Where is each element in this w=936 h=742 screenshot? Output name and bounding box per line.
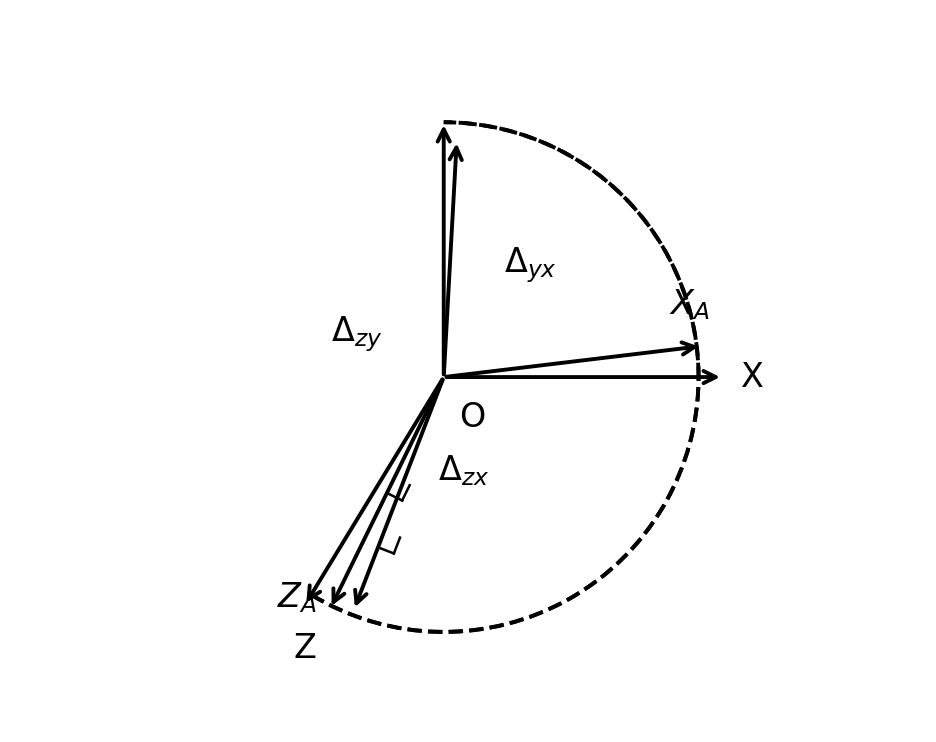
Text: $\Delta_{zx}$: $\Delta_{zx}$ [438,454,490,488]
Text: Z: Z [294,632,316,666]
Text: X: X [741,361,764,393]
Text: $Z_A$: $Z_A$ [277,580,317,615]
Text: $X_A$: $X_A$ [669,287,709,322]
Text: O: O [459,401,485,434]
Text: $\Delta_{yx}$: $\Delta_{yx}$ [505,245,558,285]
Text: $\Delta_{zy}$: $\Delta_{zy}$ [331,315,383,355]
